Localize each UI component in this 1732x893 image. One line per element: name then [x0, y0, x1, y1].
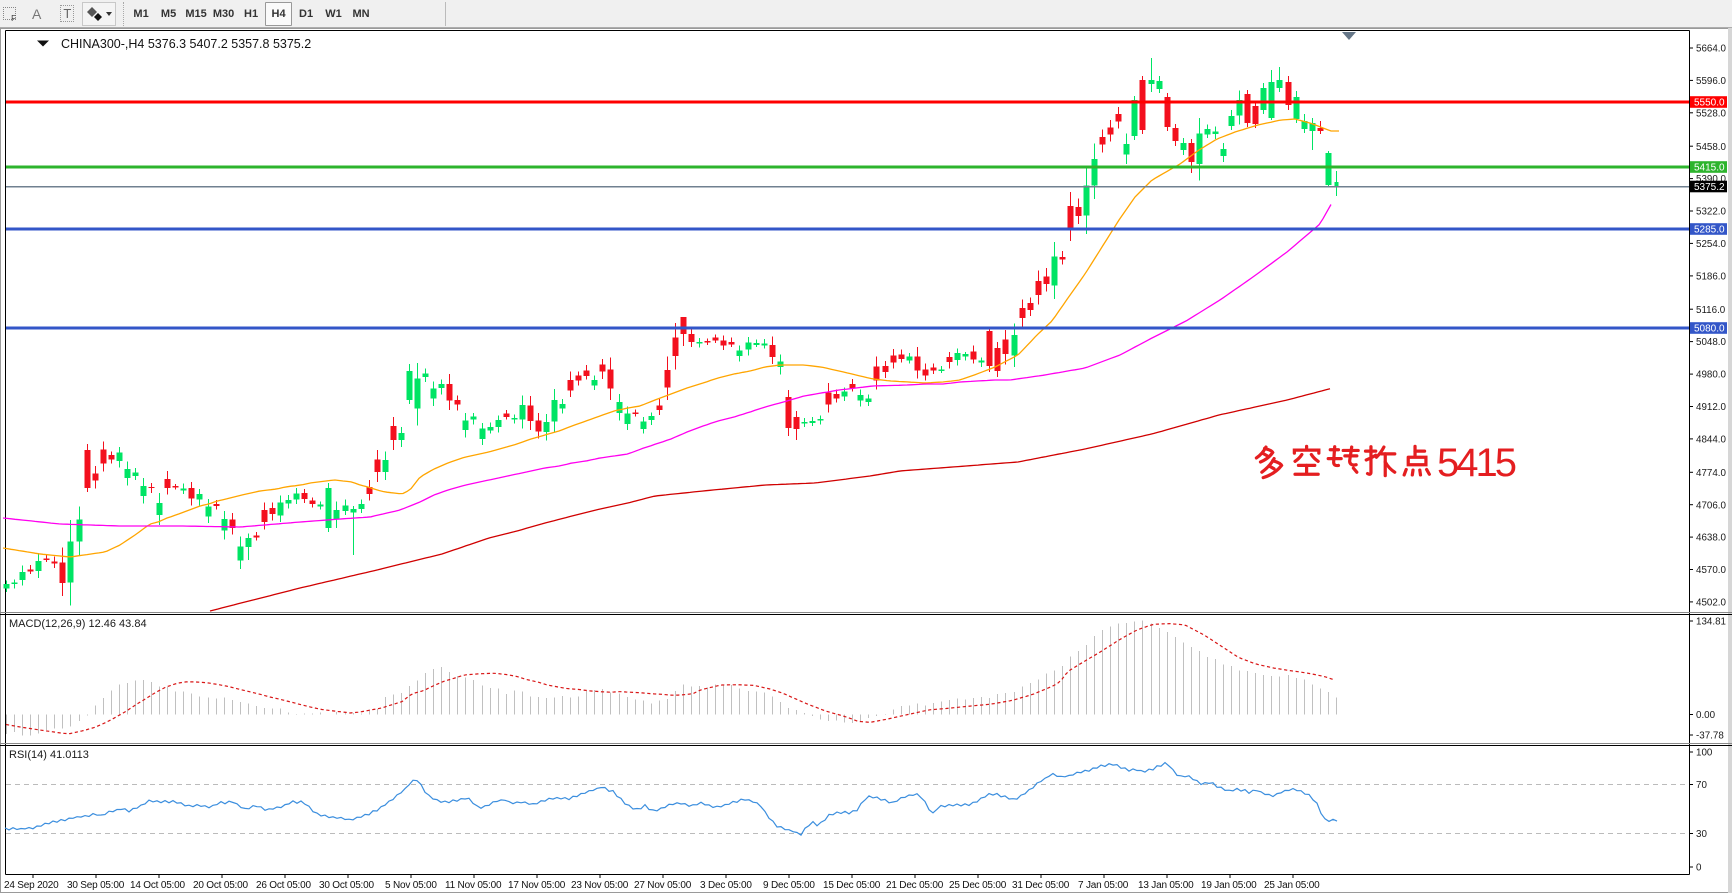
svg-text:5458.0: 5458.0 — [1696, 142, 1727, 153]
svg-text:5048.0: 5048.0 — [1696, 337, 1727, 348]
svg-text:20 Oct 05:00: 20 Oct 05:00 — [193, 880, 248, 891]
svg-text:5186.0: 5186.0 — [1696, 272, 1727, 283]
svg-text:4844.0: 4844.0 — [1696, 435, 1727, 446]
svg-text:0: 0 — [1696, 863, 1702, 874]
svg-text:5415.0: 5415.0 — [1694, 163, 1725, 174]
svg-text:5550.0: 5550.0 — [1694, 98, 1725, 109]
svg-text:5390.0: 5390.0 — [1696, 174, 1727, 185]
svg-text:4774.0: 4774.0 — [1696, 468, 1727, 479]
svg-text:30 Oct 05:00: 30 Oct 05:00 — [319, 880, 374, 891]
svg-text:4980.0: 4980.0 — [1696, 370, 1727, 381]
svg-text:5322.0: 5322.0 — [1696, 207, 1727, 218]
svg-text:31 Dec 05:00: 31 Dec 05:00 — [1012, 880, 1070, 891]
svg-text:9 Dec 05:00: 9 Dec 05:00 — [763, 880, 815, 891]
svg-text:26 Oct 05:00: 26 Oct 05:00 — [256, 880, 311, 891]
svg-text:24 Sep 2020: 24 Sep 2020 — [4, 880, 59, 891]
svg-text:4638.0: 4638.0 — [1696, 533, 1727, 544]
svg-text:25 Jan 05:00: 25 Jan 05:00 — [1264, 880, 1320, 891]
svg-text:5080.0: 5080.0 — [1694, 324, 1725, 335]
svg-text:17 Nov 05:00: 17 Nov 05:00 — [508, 880, 566, 891]
svg-text:5116.0: 5116.0 — [1696, 305, 1726, 316]
svg-text:CHINA300-,H4 5376.3 5407.2 53: CHINA300-,H4 5376.3 5407.2 5357.8 5375.2 — [61, 37, 311, 51]
svg-text:4502.0: 4502.0 — [1696, 598, 1727, 609]
svg-text:70: 70 — [1696, 780, 1707, 791]
svg-text:23 Nov 05:00: 23 Nov 05:00 — [571, 880, 629, 891]
svg-text:5254.0: 5254.0 — [1696, 239, 1727, 250]
svg-text:25 Dec 05:00: 25 Dec 05:00 — [949, 880, 1007, 891]
svg-text:15 Dec 05:00: 15 Dec 05:00 — [823, 880, 881, 891]
svg-text:RSI(14) 41.0113: RSI(14) 41.0113 — [9, 749, 89, 761]
svg-text:3 Dec 05:00: 3 Dec 05:00 — [700, 880, 752, 891]
svg-text:5528.0: 5528.0 — [1696, 108, 1727, 119]
svg-text:5664.0: 5664.0 — [1696, 44, 1727, 55]
svg-text:5596.0: 5596.0 — [1696, 76, 1727, 87]
svg-text:5 Nov 05:00: 5 Nov 05:00 — [385, 880, 437, 891]
svg-text:100: 100 — [1696, 748, 1713, 759]
svg-text:19 Jan 05:00: 19 Jan 05:00 — [1201, 880, 1257, 891]
svg-text:5285.0: 5285.0 — [1694, 225, 1725, 236]
svg-text:21 Dec 05:00: 21 Dec 05:00 — [886, 880, 944, 891]
svg-text:134.81: 134.81 — [1696, 617, 1726, 628]
svg-text:14 Oct 05:00: 14 Oct 05:00 — [130, 880, 185, 891]
svg-text:4570.0: 4570.0 — [1696, 565, 1727, 576]
svg-text:0.00: 0.00 — [1696, 710, 1716, 721]
svg-text:-37.78: -37.78 — [1696, 731, 1724, 742]
svg-text:13 Jan 05:00: 13 Jan 05:00 — [1138, 880, 1194, 891]
svg-text:MACD(12,26,9) 12.46 43.84: MACD(12,26,9) 12.46 43.84 — [9, 618, 147, 630]
svg-text:30 Sep 05:00: 30 Sep 05:00 — [67, 880, 125, 891]
svg-text:11 Nov 05:00: 11 Nov 05:00 — [445, 880, 502, 891]
svg-text:4912.0: 4912.0 — [1696, 402, 1727, 413]
svg-text:27 Nov 05:00: 27 Nov 05:00 — [634, 880, 692, 891]
svg-text:5415: 5415 — [1437, 441, 1516, 485]
svg-text:4706.0: 4706.0 — [1696, 500, 1727, 511]
svg-text:5375.2: 5375.2 — [1694, 182, 1725, 193]
svg-text:7 Jan 05:00: 7 Jan 05:00 — [1078, 880, 1129, 891]
svg-text:30: 30 — [1696, 829, 1707, 840]
